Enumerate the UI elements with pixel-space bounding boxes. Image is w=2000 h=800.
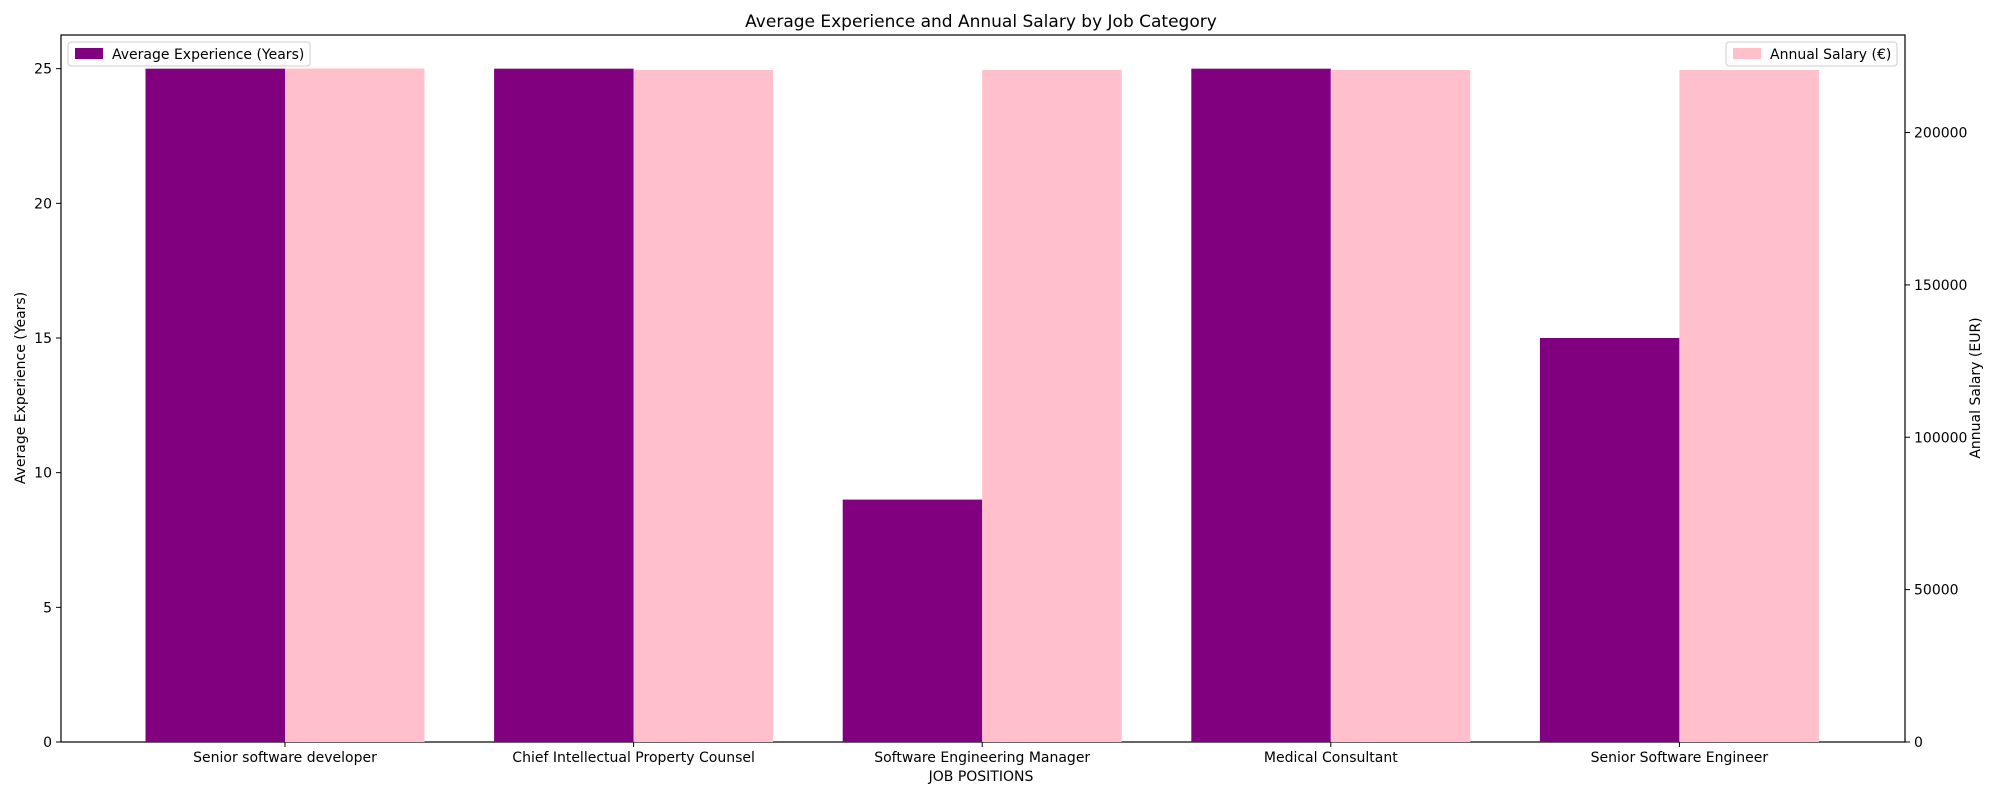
- bar-salary-4: [1679, 70, 1819, 742]
- left-tick-label-5: 25: [34, 62, 52, 78]
- bar-salary-1: [633, 70, 774, 742]
- legend-left-frame: [67, 41, 311, 67]
- x-tick-label-1: Chief Intellectual Property Counsel: [512, 750, 755, 766]
- left-tick-label-2: 10: [34, 466, 52, 482]
- bar-experience-4: [1539, 338, 1680, 742]
- left-axis-ticks: 0 5 10 15 20 25: [34, 62, 61, 751]
- legend-right-frame: [1725, 41, 1898, 67]
- bar-experience-0: [145, 68, 285, 742]
- right-axis-ticks: 0 50000 100000 150000 200000: [1905, 126, 1967, 751]
- right-tick-label-4: 200000: [1914, 126, 1967, 142]
- x-axis-ticks: Senior software developer Chief Intellect…: [193, 742, 1768, 766]
- bar-experience-3: [1191, 68, 1331, 742]
- x-axis-label: JOB POSITIONS: [928, 769, 1034, 785]
- legend-left: Average Experience (Years): [67, 41, 311, 67]
- x-tick-label-4: Senior Software Engineer: [1591, 750, 1769, 766]
- bar-experience-1: [494, 68, 634, 742]
- right-tick-label-3: 150000: [1914, 278, 1967, 294]
- left-tick-label-4: 20: [34, 196, 52, 212]
- bar-salary-3: [1330, 70, 1471, 742]
- legend-label-salary: Annual Salary (€): [1770, 47, 1891, 63]
- legend-right: Annual Salary (€): [1725, 41, 1898, 67]
- right-tick-label-0: 0: [1914, 735, 1923, 751]
- legend-swatch-salary: [1733, 48, 1761, 59]
- legend-swatch-experience: [75, 48, 103, 59]
- bar-experience-2: [842, 499, 983, 742]
- legend-label-experience: Average Experience (Years): [112, 47, 304, 63]
- left-tick-label-1: 5: [43, 600, 52, 616]
- left-axis-label: Average Experience (Years): [13, 292, 29, 484]
- bars-group: [145, 68, 1819, 743]
- chart-title: Average Experience and Annual Salary by …: [745, 12, 1217, 32]
- bar-salary-2: [982, 70, 1122, 742]
- right-tick-label-2: 100000: [1914, 430, 1967, 446]
- x-tick-label-2: Software Engineering Manager: [874, 750, 1090, 766]
- x-tick-label-0: Senior software developer: [193, 750, 377, 766]
- x-tick-label-3: Medical Consultant: [1264, 750, 1398, 766]
- left-tick-label-0: 0: [43, 735, 52, 751]
- right-tick-label-1: 50000: [1914, 583, 1959, 599]
- bar-salary-0: [285, 68, 425, 743]
- left-tick-label-3: 15: [34, 331, 52, 347]
- right-axis-label: Annual Salary (EUR): [1968, 317, 1984, 458]
